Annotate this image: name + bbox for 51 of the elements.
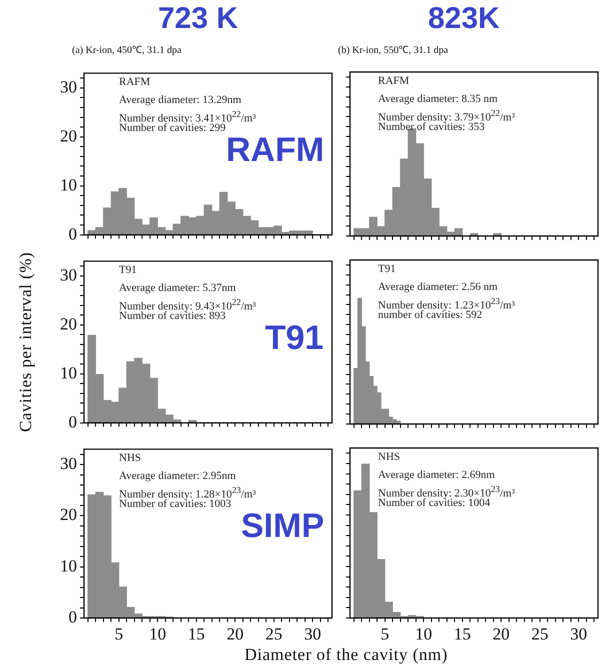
y-tick-label: 30 bbox=[60, 77, 77, 96]
chart-subtitle: (a) Kr-ion, 450℃, 31.1 dpa bbox=[72, 44, 182, 56]
annotation: Average diameter: 2.95nm bbox=[119, 469, 236, 484]
y-tick-label: 10 bbox=[60, 556, 77, 576]
y-tick-label: 0 bbox=[68, 412, 77, 432]
annotation: RAFM bbox=[119, 75, 150, 90]
annotation: Number of cavities: 353 bbox=[378, 121, 485, 135]
y-tick-label: 0 bbox=[68, 224, 77, 244]
x-tick-label: 20 bbox=[492, 624, 510, 644]
annotation: NHS bbox=[119, 451, 142, 466]
y-axis-title: Cavities per interval (%) bbox=[16, 252, 36, 432]
x-tick-label: 10 bbox=[149, 624, 166, 644]
x-tick-label: 25 bbox=[531, 624, 548, 644]
x-tick-label: 20 bbox=[226, 624, 244, 644]
annotation: Average diameter: 2.69nm bbox=[378, 468, 495, 483]
y-tick-label: 10 bbox=[60, 363, 77, 382]
annotation: RAFM bbox=[226, 131, 324, 170]
y-tick-label: 20 bbox=[60, 505, 77, 524]
annotation: RAFM bbox=[378, 74, 410, 89]
x-tick-label: 5 bbox=[380, 624, 390, 644]
annotation: Number of cavities: 1004 bbox=[378, 497, 490, 511]
annotation: T91 bbox=[119, 263, 137, 278]
annotation: T91 bbox=[378, 262, 396, 277]
annotation: Average diameter: 5.37nm bbox=[119, 281, 236, 296]
annotation: Number of cavities: 893 bbox=[119, 310, 226, 324]
annotation: Average diameter: 13.29nm bbox=[119, 93, 242, 108]
annotation: number of cavities: 592 bbox=[378, 309, 482, 323]
annotation: Average diameter: 2.56 nm bbox=[378, 280, 498, 295]
y-tick-label: 20 bbox=[60, 126, 77, 146]
chart-title: 823K bbox=[428, 2, 500, 36]
annotation: Number of cavities: 299 bbox=[119, 122, 226, 136]
annotation: Number of cavities: 1003 bbox=[119, 498, 232, 512]
x-tick-label: 25 bbox=[265, 624, 282, 644]
x-tick-label: 30 bbox=[570, 624, 588, 644]
annotation: SIMP bbox=[241, 507, 324, 546]
y-tick-label: 10 bbox=[60, 175, 77, 194]
y-tick-label: 0 bbox=[68, 607, 77, 626]
x-tick-label: 30 bbox=[304, 624, 322, 644]
x-tick-label: 15 bbox=[454, 624, 471, 644]
chart-title: 723 K bbox=[158, 2, 238, 36]
y-tick-label: 30 bbox=[60, 265, 77, 284]
annotation: Average diameter: 8.35 nm bbox=[378, 92, 498, 107]
annotation: T91 bbox=[265, 319, 324, 358]
y-tick-label: 20 bbox=[60, 314, 77, 334]
x-tick-label: 15 bbox=[188, 624, 205, 644]
x-tick-label: 5 bbox=[114, 624, 124, 644]
x-tick-label: 10 bbox=[415, 624, 432, 644]
y-tick-label: 30 bbox=[60, 454, 77, 474]
annotation: NHS bbox=[378, 450, 400, 465]
chart-subtitle: (b) Kr-ion, 550℃, 31.1 dpa bbox=[338, 44, 448, 56]
x-axis-title: Diameter of the cavity (nm) bbox=[244, 645, 448, 665]
